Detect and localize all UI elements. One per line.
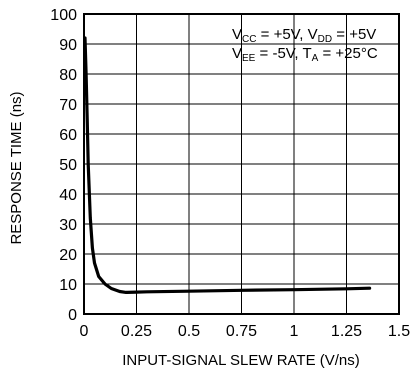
y-tick-label: 90 (59, 37, 77, 54)
y-tick-label: 100 (50, 7, 77, 24)
plot-frame (83, 13, 400, 315)
grid-lines (84, 14, 399, 314)
y-tick-labels: 0 10 20 30 40 50 60 70 80 90 100 (50, 7, 77, 324)
x-tick-label: 0.75 (226, 323, 257, 340)
x-tick-label: 0 (80, 323, 89, 340)
x-tick-label: 1.25 (331, 323, 362, 340)
conditions-line-1: VCC = +5V, VDD = +5V (232, 26, 376, 45)
y-tick-label: 10 (59, 277, 77, 294)
x-tick-label: 1.5 (388, 323, 410, 340)
y-axis-label: RESPONSE TIME (ns) (8, 91, 25, 244)
response-time-curve (83, 36, 372, 294)
y-tick-label: 50 (59, 157, 77, 174)
y-tick-label: 30 (59, 217, 77, 234)
x-tick-label: 0.25 (121, 323, 152, 340)
y-tick-label: 0 (68, 307, 77, 324)
conditions-line-2: VEE = -5V, TA = +25°C (232, 45, 378, 64)
x-axis-label: INPUT-SIGNAL SLEW RATE (V/ns) (122, 352, 360, 369)
x-tick-label: 1 (290, 323, 299, 340)
y-tick-label: 80 (59, 67, 77, 84)
x-tick-labels: 0 0.25 0.5 0.75 1 1.25 1.5 (80, 323, 410, 340)
y-tick-label: 20 (59, 247, 77, 264)
x-tick-label: 0.5 (178, 323, 200, 340)
y-tick-label: 60 (59, 127, 77, 144)
y-tick-label: 40 (59, 187, 77, 204)
y-tick-label: 70 (59, 97, 77, 114)
